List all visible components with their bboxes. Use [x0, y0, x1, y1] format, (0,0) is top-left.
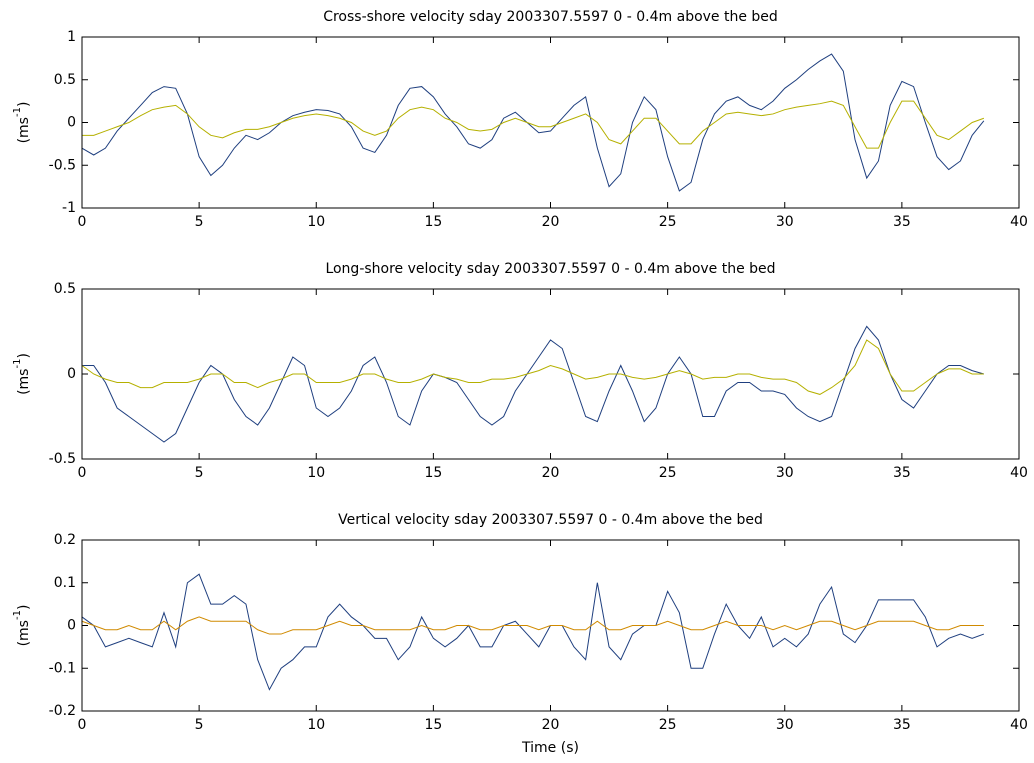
y-tick-label: 0	[67, 115, 76, 131]
chart-title: Long-shore velocity sday 2003307.5597 0 …	[325, 261, 775, 277]
y-axis-label: (ms-1)	[12, 605, 32, 647]
x-tick-label: 35	[893, 717, 911, 733]
y-label-text: (ms	[16, 369, 32, 395]
y-tick-label: 0	[67, 366, 76, 382]
x-tick-label: 10	[307, 717, 325, 733]
y-label-text: )	[16, 102, 32, 107]
series-line	[81, 53, 985, 192]
x-tick-label: 5	[195, 214, 204, 230]
y-label-text: (ms	[16, 117, 32, 143]
x-tick-label: 15	[424, 717, 442, 733]
y-tick-label: -1	[62, 200, 76, 216]
y-tick-label: 1	[67, 29, 76, 45]
y-label-text: )	[16, 605, 32, 610]
x-tick-label: 30	[776, 214, 794, 230]
x-tick-label: 0	[78, 465, 87, 481]
y-axis-label: (ms-1)	[12, 102, 32, 144]
chart-title: Cross-shore velocity sday 2003307.5597 0…	[323, 9, 778, 25]
y-axis-label: (ms-1)	[12, 353, 32, 395]
x-tick-label: 30	[776, 465, 794, 481]
x-axis-label: Time (s)	[521, 740, 579, 756]
x-tick-label: 5	[195, 717, 204, 733]
x-tick-label: 30	[776, 717, 794, 733]
x-tick-label: 35	[893, 465, 911, 481]
y-tick-label: 0.1	[54, 575, 76, 591]
axes-box	[81, 36, 1020, 209]
x-tick-label: 20	[542, 214, 560, 230]
x-tick-label: 10	[307, 214, 325, 230]
x-tick-label: 40	[1010, 214, 1028, 230]
y-tick-label: -0.5	[49, 157, 76, 173]
x-tick-label: 20	[542, 465, 560, 481]
series-line	[81, 339, 984, 395]
y-tick-label: 0.5	[54, 72, 76, 88]
y-tick-label: -0.5	[49, 451, 76, 467]
y-tick-label: 0.5	[54, 281, 76, 297]
y-tick-label: 0	[67, 618, 76, 634]
y-label-sup: -1	[12, 107, 23, 117]
x-tick-label: 10	[307, 465, 325, 481]
x-tick-label: 25	[659, 214, 677, 230]
x-tick-label: 15	[424, 214, 442, 230]
x-tick-label: 0	[78, 717, 87, 733]
y-label-sup: -1	[12, 610, 23, 620]
x-tick-label: 25	[659, 717, 677, 733]
x-tick-label: 15	[424, 465, 442, 481]
series-line	[82, 100, 985, 149]
x-tick-label: 5	[195, 465, 204, 481]
series-line	[81, 573, 985, 691]
y-tick-label: 0.2	[54, 532, 76, 548]
x-tick-label: 35	[893, 214, 911, 230]
series-line	[82, 325, 984, 443]
x-tick-label: 40	[1010, 465, 1028, 481]
y-label-sup: -1	[12, 359, 23, 369]
y-tick-label: -0.1	[49, 660, 76, 676]
x-tick-label: 0	[78, 214, 87, 230]
series-line	[81, 616, 984, 635]
x-tick-label: 20	[542, 717, 560, 733]
x-tick-label: 40	[1010, 717, 1028, 733]
x-tick-label: 25	[659, 465, 677, 481]
y-tick-label: -0.2	[49, 703, 76, 719]
chart-title: Vertical velocity sday 2003307.5597 0 - …	[338, 512, 763, 528]
y-label-text: (ms	[16, 620, 32, 646]
y-label-text: )	[16, 353, 32, 358]
